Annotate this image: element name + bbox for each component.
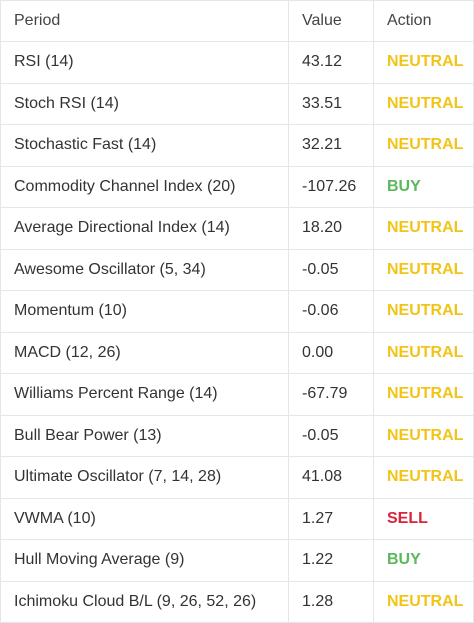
row-period: Williams Percent Range (14) (1, 374, 289, 415)
row-value: 18.20 (289, 208, 374, 249)
row-period: Ultimate Oscillator (7, 14, 28) (1, 457, 289, 498)
table-row: Ichimoku Cloud B/L (9, 26, 52, 26) 1.28 … (1, 581, 473, 623)
row-action-badge: SELL (387, 509, 428, 527)
row-action-badge: NEUTRAL (387, 302, 464, 320)
row-value: 1.22 (289, 540, 374, 581)
table-header-row: Period Value Action (1, 0, 473, 42)
row-value: 33.51 (289, 83, 374, 124)
row-period: Bull Bear Power (13) (1, 415, 289, 456)
table-row: Awesome Oscillator (5, 34) -0.05 NEUTRAL (1, 249, 473, 291)
row-period: MACD (12, 26) (1, 332, 289, 373)
row-value: -0.06 (289, 291, 374, 332)
row-period: Stoch RSI (14) (1, 83, 289, 124)
table-row: Commodity Channel Index (20) -107.26 BUY (1, 166, 473, 208)
table-row: Williams Percent Range (14) -67.79 NEUTR… (1, 374, 473, 416)
row-action-badge: NEUTRAL (387, 592, 464, 610)
table-row: Momentum (10) -0.06 NEUTRAL (1, 291, 473, 333)
row-value: 0.00 (289, 332, 374, 373)
row-value: -0.05 (289, 415, 374, 456)
table-row: Ultimate Oscillator (7, 14, 28) 41.08 NE… (1, 457, 473, 499)
row-period: Momentum (10) (1, 291, 289, 332)
row-value: 32.21 (289, 125, 374, 166)
row-period: Awesome Oscillator (5, 34) (1, 249, 289, 290)
row-period: Average Directional Index (14) (1, 208, 289, 249)
row-period: VWMA (10) (1, 498, 289, 539)
table-row: VWMA (10) 1.27 SELL (1, 498, 473, 540)
row-value: 41.08 (289, 457, 374, 498)
row-period: RSI (14) (1, 42, 289, 83)
header-period[interactable]: Period (1, 1, 289, 41)
table-row: Stoch RSI (14) 33.51 NEUTRAL (1, 83, 473, 125)
row-value: -107.26 (289, 166, 374, 207)
row-action-badge: NEUTRAL (387, 426, 464, 444)
row-value: -0.05 (289, 249, 374, 290)
row-value: 1.28 (289, 581, 374, 622)
table-row: Hull Moving Average (9) 1.22 BUY (1, 540, 473, 582)
row-value: 1.27 (289, 498, 374, 539)
row-period: Ichimoku Cloud B/L (9, 26, 52, 26) (1, 581, 289, 622)
header-value[interactable]: Value (289, 1, 374, 41)
row-action-badge: NEUTRAL (387, 136, 464, 154)
row-period: Hull Moving Average (9) (1, 540, 289, 581)
row-action-badge: NEUTRAL (387, 260, 464, 278)
table-row: MACD (12, 26) 0.00 NEUTRAL (1, 332, 473, 374)
row-action-badge: NEUTRAL (387, 94, 464, 112)
row-action-badge: NEUTRAL (387, 343, 464, 361)
row-period: Stochastic Fast (14) (1, 125, 289, 166)
table-row: Stochastic Fast (14) 32.21 NEUTRAL (1, 125, 473, 167)
row-action-badge: NEUTRAL (387, 219, 464, 237)
row-action-badge: NEUTRAL (387, 468, 464, 486)
header-action[interactable]: Action (387, 12, 432, 29)
table-row: RSI (14) 43.12 NEUTRAL (1, 42, 473, 84)
row-action-badge: NEUTRAL (387, 53, 464, 71)
row-period: Commodity Channel Index (20) (1, 166, 289, 207)
table-row: Bull Bear Power (13) -0.05 NEUTRAL (1, 415, 473, 457)
row-action-badge: BUY (387, 551, 421, 569)
row-value: 43.12 (289, 42, 374, 83)
row-value: -67.79 (289, 374, 374, 415)
row-action-badge: NEUTRAL (387, 385, 464, 403)
table-row: Average Directional Index (14) 18.20 NEU… (1, 208, 473, 250)
row-action-badge: BUY (387, 177, 421, 195)
